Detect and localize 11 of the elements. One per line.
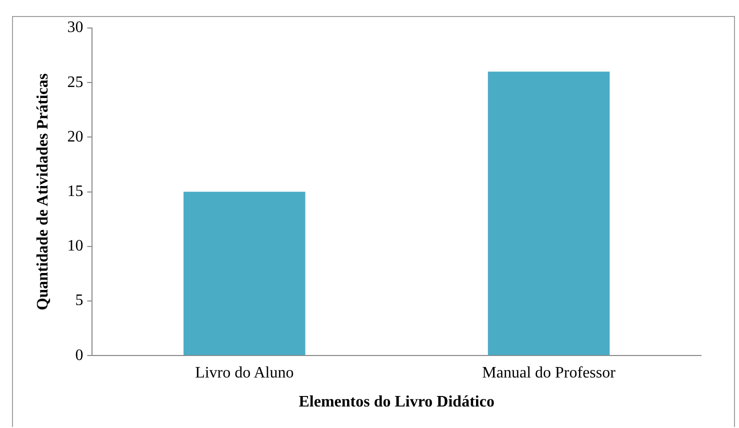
x-tick-label: Livro do Aluno bbox=[195, 364, 294, 382]
x-tick-label: Manual do Professor bbox=[482, 364, 616, 382]
y-tick-label: 25 bbox=[67, 74, 84, 91]
y-tick-label: 20 bbox=[67, 128, 84, 146]
y-tick-label: 10 bbox=[67, 238, 84, 255]
y-tick-label: 30 bbox=[67, 19, 84, 36]
y-tick-label: 0 bbox=[75, 346, 84, 364]
y-tick-label: 15 bbox=[67, 183, 84, 200]
x-axis-title: Elementos do Livro Didático bbox=[298, 394, 494, 411]
y-axis-title: Quantidade de Atividades Práticas bbox=[34, 73, 52, 310]
y-tick-label: 5 bbox=[75, 292, 84, 310]
